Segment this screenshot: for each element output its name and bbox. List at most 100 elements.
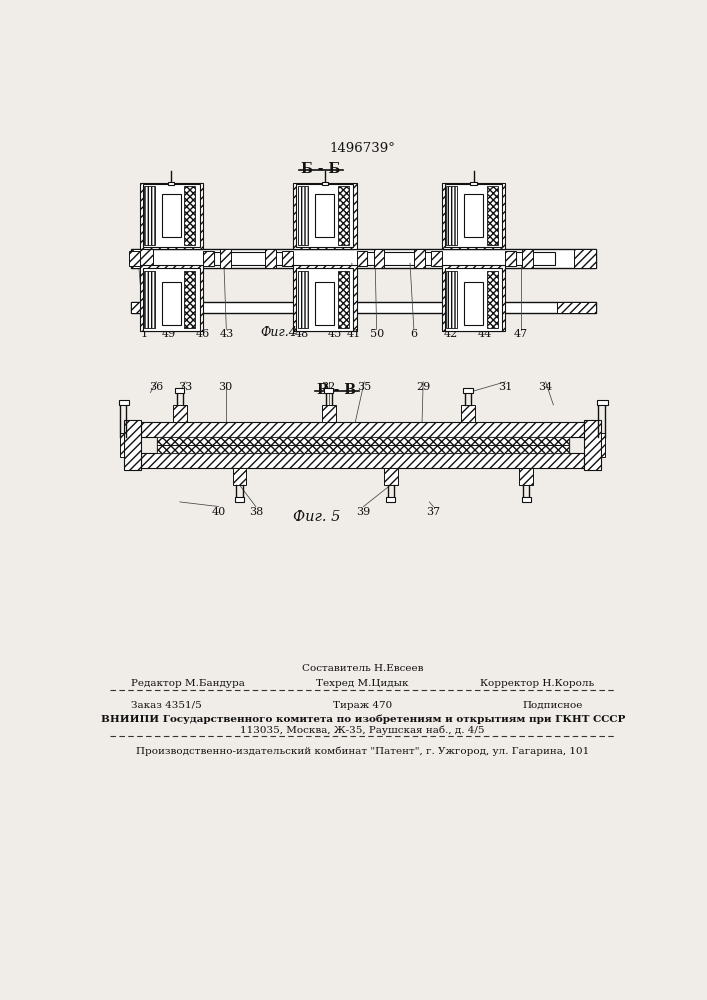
Text: 31: 31 [498, 382, 513, 392]
Bar [214, 252, 282, 265]
Bar [324, 388, 333, 393]
Text: 39: 39 [356, 507, 370, 517]
Bar [585, 420, 602, 470]
Bar [129, 251, 139, 266]
Text: 48: 48 [294, 329, 309, 339]
Bar [298, 271, 308, 328]
Bar [144, 186, 155, 245]
Bar [143, 268, 200, 331]
Bar [162, 282, 180, 325]
Bar [168, 182, 175, 185]
Bar [574, 249, 596, 268]
Bar [235, 497, 244, 502]
Text: 38: 38 [249, 507, 263, 517]
Text: 36: 36 [149, 382, 164, 392]
Bar [131, 249, 153, 268]
Bar [486, 271, 498, 328]
Text: 30: 30 [218, 382, 233, 392]
Bar [124, 420, 141, 470]
Text: 43: 43 [219, 329, 233, 339]
Text: 40: 40 [211, 507, 226, 517]
Bar [602, 433, 605, 457]
Bar [368, 252, 431, 265]
Text: 1: 1 [141, 329, 148, 339]
Bar [464, 282, 483, 325]
Bar [185, 271, 195, 328]
Bar [131, 249, 596, 268]
Text: 33: 33 [178, 382, 192, 392]
Bar [315, 282, 334, 325]
Bar [322, 182, 328, 185]
Bar [156, 437, 569, 453]
Bar [522, 497, 531, 502]
Text: ВНИИПИ Государственного комитета по изобретениям и открытиям при ГКНТ СССР: ВНИИПИ Государственного комитета по изоб… [100, 714, 625, 724]
Bar [322, 405, 336, 422]
Bar [265, 249, 276, 268]
Bar [445, 268, 502, 331]
Text: 35: 35 [357, 382, 371, 392]
Bar [446, 271, 457, 328]
Bar [139, 265, 203, 331]
Bar [144, 271, 155, 328]
Text: 1496739°: 1496739° [329, 142, 395, 155]
Bar [414, 249, 425, 268]
Bar [233, 468, 247, 485]
Text: Редактор М.Бандура: Редактор М.Бандура [131, 679, 245, 688]
Bar [356, 251, 368, 266]
Bar [338, 271, 349, 328]
Text: 50: 50 [370, 329, 384, 339]
Bar [293, 265, 356, 331]
Text: Б - Б: Б - Б [301, 162, 341, 176]
Text: 32: 32 [322, 382, 336, 392]
Bar [296, 184, 354, 247]
Text: Фиг. 5: Фиг. 5 [293, 510, 341, 524]
Bar [516, 252, 555, 265]
Bar [143, 184, 200, 247]
Bar [293, 183, 356, 249]
Bar [461, 405, 475, 422]
Bar [442, 183, 506, 249]
Text: 34: 34 [539, 382, 553, 392]
Text: 49: 49 [162, 329, 176, 339]
Bar [141, 422, 585, 437]
Text: 44: 44 [478, 329, 492, 339]
Bar [220, 249, 231, 268]
Text: Заказ 4351/5: Заказ 4351/5 [131, 701, 201, 710]
Text: В - В: В - В [317, 383, 356, 397]
Bar [384, 468, 397, 485]
Bar [597, 400, 607, 405]
Bar [315, 194, 334, 237]
Bar [139, 183, 203, 249]
Text: 47: 47 [514, 329, 528, 339]
Bar [175, 388, 185, 393]
Bar [298, 186, 308, 245]
Text: Тираж 470: Тираж 470 [333, 701, 392, 710]
Bar [445, 184, 502, 247]
Text: Составитель Н.Евсеев: Составитель Н.Евсеев [302, 664, 423, 673]
Text: Техред М.Цидык: Техред М.Цидык [317, 679, 409, 688]
Bar [386, 497, 395, 502]
Bar [557, 302, 596, 312]
Text: 37: 37 [426, 507, 440, 517]
Bar [131, 302, 170, 312]
Text: Корректор Н.Король: Корректор Н.Король [479, 679, 594, 688]
Bar [162, 194, 180, 237]
Bar [506, 251, 516, 266]
Bar [464, 194, 483, 237]
Bar [120, 433, 124, 457]
Bar [173, 405, 187, 422]
Text: 113035, Москва, Ж-35, Раушская наб., д. 4/5: 113035, Москва, Ж-35, Раушская наб., д. … [240, 726, 485, 735]
Bar [119, 400, 129, 405]
Bar [185, 186, 195, 245]
Text: 6: 6 [410, 329, 417, 339]
Bar [431, 251, 442, 266]
Text: 42: 42 [444, 329, 458, 339]
Bar [464, 388, 473, 393]
Bar [203, 251, 214, 266]
Bar [156, 437, 569, 453]
Bar [446, 186, 457, 245]
Text: 45: 45 [328, 329, 342, 339]
Text: Фиг.4: Фиг.4 [260, 326, 297, 339]
Text: Подписное: Подписное [522, 701, 583, 710]
Bar [373, 249, 385, 268]
